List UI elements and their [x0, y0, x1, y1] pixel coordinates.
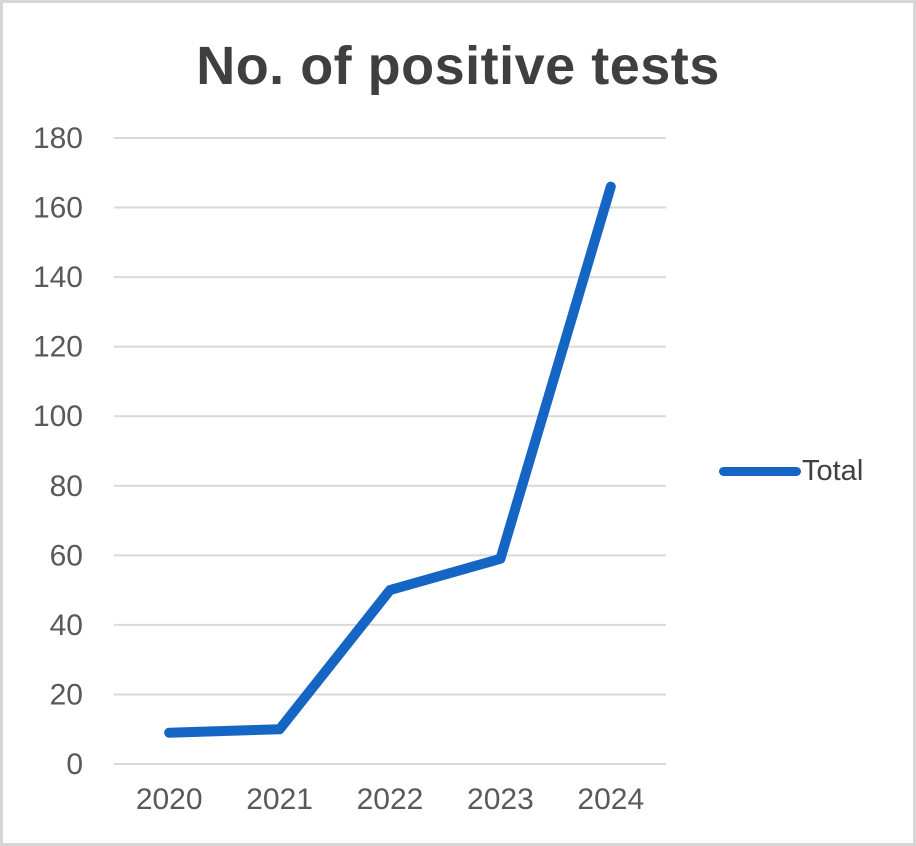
x-tick-label-2023: 2023: [467, 783, 534, 816]
y-tick-label-80: 80: [50, 470, 83, 503]
y-tick-label-0: 0: [66, 748, 83, 781]
gridlines: [114, 137, 666, 765]
y-tick-label-60: 60: [50, 539, 83, 572]
legend-label-total: Total: [802, 454, 864, 487]
legend: Total: [719, 453, 863, 489]
y-tick-label-40: 40: [50, 609, 83, 642]
x-tick-label-2022: 2022: [357, 783, 424, 816]
x-axis-tick-labels: 2020 2021 2022 2023 2024: [136, 783, 644, 816]
y-tick-label-180: 180: [33, 122, 83, 155]
y-axis-tick-labels: 0 20 40 60 80 100 120 140 160 180: [33, 122, 83, 781]
line-series-total: [164, 181, 616, 738]
y-tick-label-160: 160: [33, 192, 83, 225]
x-tick-label-2021: 2021: [246, 783, 313, 816]
chart-title: No. of positive tests: [196, 36, 720, 96]
legend-line-swatch-icon: [719, 466, 801, 476]
x-tick-label-2020: 2020: [136, 783, 203, 816]
x-tick-label-2024: 2024: [577, 783, 644, 816]
y-tick-label-120: 120: [33, 331, 83, 364]
y-tick-label-100: 100: [33, 400, 83, 433]
y-tick-label-140: 140: [33, 261, 83, 294]
series-lines: [164, 181, 616, 738]
y-tick-label-20: 20: [50, 678, 83, 711]
